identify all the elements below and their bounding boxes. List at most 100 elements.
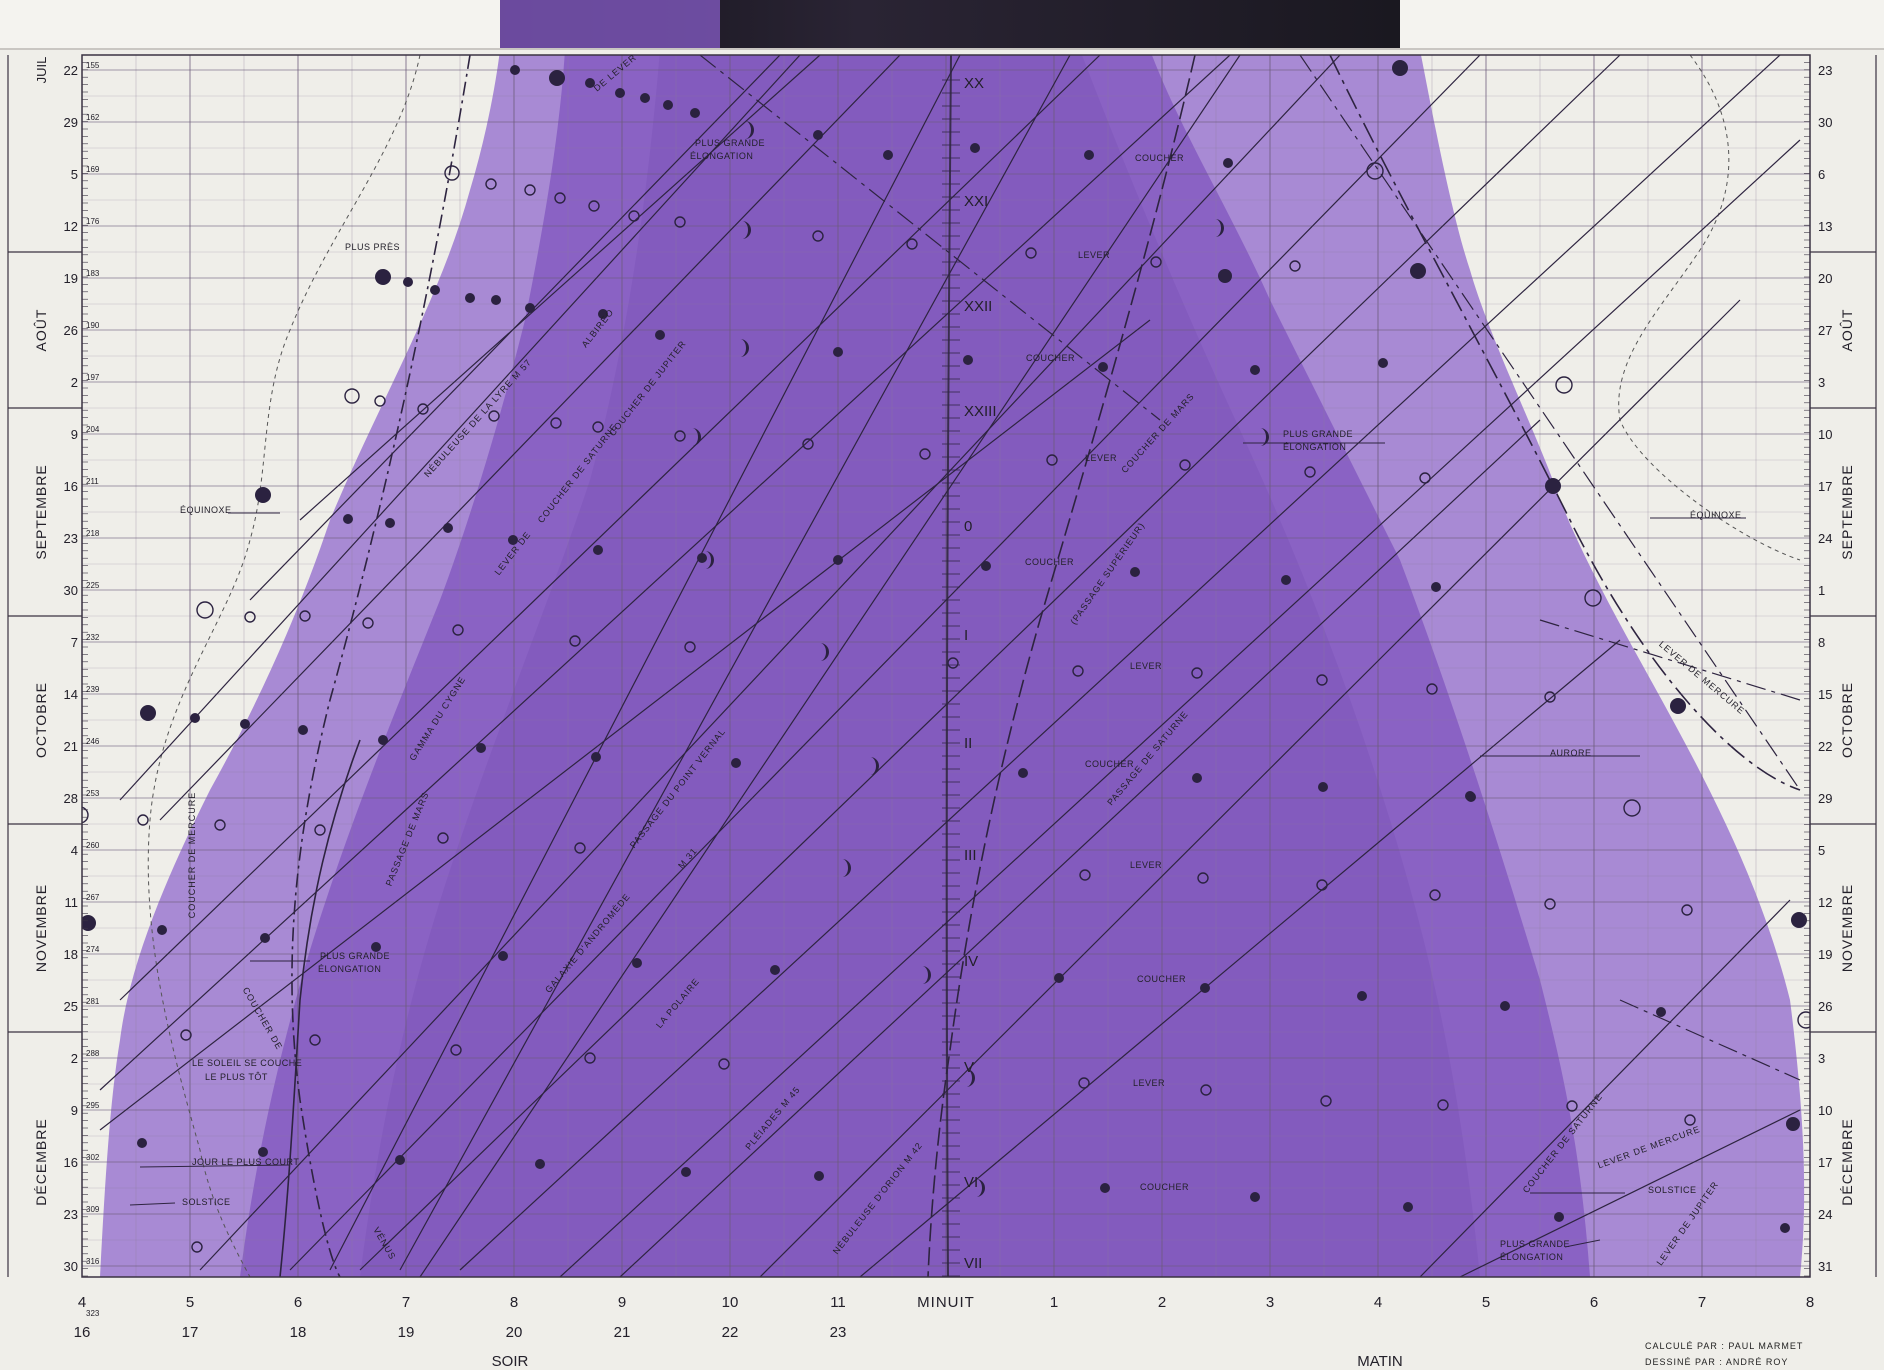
day-label-left: 28 xyxy=(64,791,78,806)
planet-ring xyxy=(1623,799,1641,817)
annotation-label: LEVER xyxy=(1085,453,1117,463)
planet-dot xyxy=(663,100,673,110)
planet-ring xyxy=(344,388,360,404)
annotation-label: AURORE xyxy=(1550,748,1592,758)
planet-ring xyxy=(309,1034,321,1046)
hour-label: 7 xyxy=(402,1294,410,1311)
planet-ring xyxy=(1150,256,1162,268)
planet-dot xyxy=(1500,1001,1510,1011)
day-number-label: 260 xyxy=(86,841,100,850)
planet-ring xyxy=(1544,898,1556,910)
annotation-label: LEVER xyxy=(1133,1078,1165,1088)
annotation-label: JOUR LE PLUS COURT xyxy=(192,1157,299,1167)
planet-dot xyxy=(1431,582,1441,592)
planet-dot xyxy=(640,93,650,103)
day-number-label: 162 xyxy=(86,113,100,122)
hour-label: 6 xyxy=(1590,1294,1598,1311)
moon-crescent-icon xyxy=(870,757,879,775)
star-transit-line xyxy=(419,55,1241,1277)
day-number-label: 204 xyxy=(86,425,100,434)
planet-dot xyxy=(137,1138,147,1148)
planet-dot xyxy=(1223,158,1233,168)
day-number-label: 288 xyxy=(86,1049,100,1058)
planet-ring xyxy=(1072,665,1084,677)
day-label-right: 6 xyxy=(1818,167,1825,182)
planet-dot xyxy=(1192,773,1202,783)
planet-ring xyxy=(1320,1095,1332,1107)
day-label-left: 5 xyxy=(71,167,78,182)
planet-dot xyxy=(585,78,595,88)
planet-dot xyxy=(1130,567,1140,577)
credits: CALCULÉ PAR : PAUL MARMET DESSINÉ PAR : … xyxy=(1645,1338,1803,1370)
annotation-label: PLUS GRANDE xyxy=(320,951,390,961)
day-label-left: 16 xyxy=(64,479,78,494)
annotation-label: ÉLONGATION xyxy=(1500,1252,1563,1262)
plot-frame xyxy=(81,54,1811,1278)
day-label-left: 21 xyxy=(64,739,78,754)
credit-calcule: CALCULÉ PAR : PAUL MARMET xyxy=(1645,1341,1804,1351)
superior-passage-curve xyxy=(927,55,1196,1277)
planet-ring xyxy=(628,210,640,222)
planet-ring xyxy=(1046,454,1058,466)
planet-dot xyxy=(1018,768,1028,778)
planet-dot xyxy=(1318,782,1328,792)
star-transit-line xyxy=(459,55,1781,1271)
planet-dot xyxy=(1554,1212,1564,1222)
planet-ring xyxy=(592,421,604,433)
day-number-label: 323 xyxy=(86,1309,100,1318)
annotation-label: COUCHER xyxy=(1025,557,1074,567)
planet-dot xyxy=(1545,478,1561,494)
planet-dot xyxy=(508,535,518,545)
planet-dot xyxy=(1465,791,1475,801)
day-label-left: 14 xyxy=(64,687,78,702)
leader-line xyxy=(139,1164,291,1168)
sidereal-time-label: IV xyxy=(964,953,978,970)
hour-label-24h: 16 xyxy=(74,1324,91,1341)
planet-ring xyxy=(374,395,386,407)
annotation-label: LEVER xyxy=(1078,250,1110,260)
planet-dot xyxy=(1392,60,1408,76)
planet-dot xyxy=(260,933,270,943)
planet-dot xyxy=(385,518,395,528)
soir-label: SOIR xyxy=(492,1353,529,1370)
planet-dot xyxy=(1780,1223,1790,1233)
day-label-right: 24 xyxy=(1818,1207,1832,1222)
planet-dot xyxy=(549,70,565,86)
planet-dot xyxy=(240,719,250,729)
hour-label: 10 xyxy=(722,1294,739,1311)
annotation-label: ÉLONGATION xyxy=(318,964,381,974)
day-number-label: 197 xyxy=(86,373,100,382)
moon-crescent-icon xyxy=(692,428,701,446)
planet-ring xyxy=(1191,667,1203,679)
planet-dashed-line xyxy=(1619,999,1801,1081)
hour-label: 4 xyxy=(78,1294,86,1311)
day-number-label: 211 xyxy=(86,477,99,486)
planet-dot xyxy=(298,725,308,735)
planet-dot xyxy=(403,277,413,287)
moon-crescent-icon xyxy=(742,221,751,239)
hour-label-24h: 21 xyxy=(614,1324,631,1341)
day-number-label: 190 xyxy=(86,321,100,330)
day-label-left: 26 xyxy=(64,323,78,338)
star-transit-line xyxy=(249,55,781,601)
day-number-label: 316 xyxy=(86,1257,100,1266)
month-label-right: OCTOBRE xyxy=(1839,682,1855,758)
planet-dot xyxy=(255,487,271,503)
planet-dot xyxy=(1054,973,1064,983)
day-label-left: 23 xyxy=(64,531,78,546)
hour-label: 9 xyxy=(618,1294,626,1311)
star-transit-line xyxy=(1459,1109,1801,1277)
moon-crescent-icon xyxy=(820,643,829,661)
planet-ring xyxy=(485,178,497,190)
moon-crescent-icon xyxy=(745,121,754,139)
day-label-left: 22 xyxy=(64,63,78,78)
planet-ring xyxy=(452,624,464,636)
day-label-right: 17 xyxy=(1818,479,1832,494)
planet-dot xyxy=(491,295,501,305)
moon-crescent-icon xyxy=(966,1069,975,1087)
sidereal-time-label: I xyxy=(964,627,968,644)
planet-dot xyxy=(1098,362,1108,372)
planet-ring xyxy=(1429,889,1441,901)
day-label-left: 25 xyxy=(64,999,78,1014)
